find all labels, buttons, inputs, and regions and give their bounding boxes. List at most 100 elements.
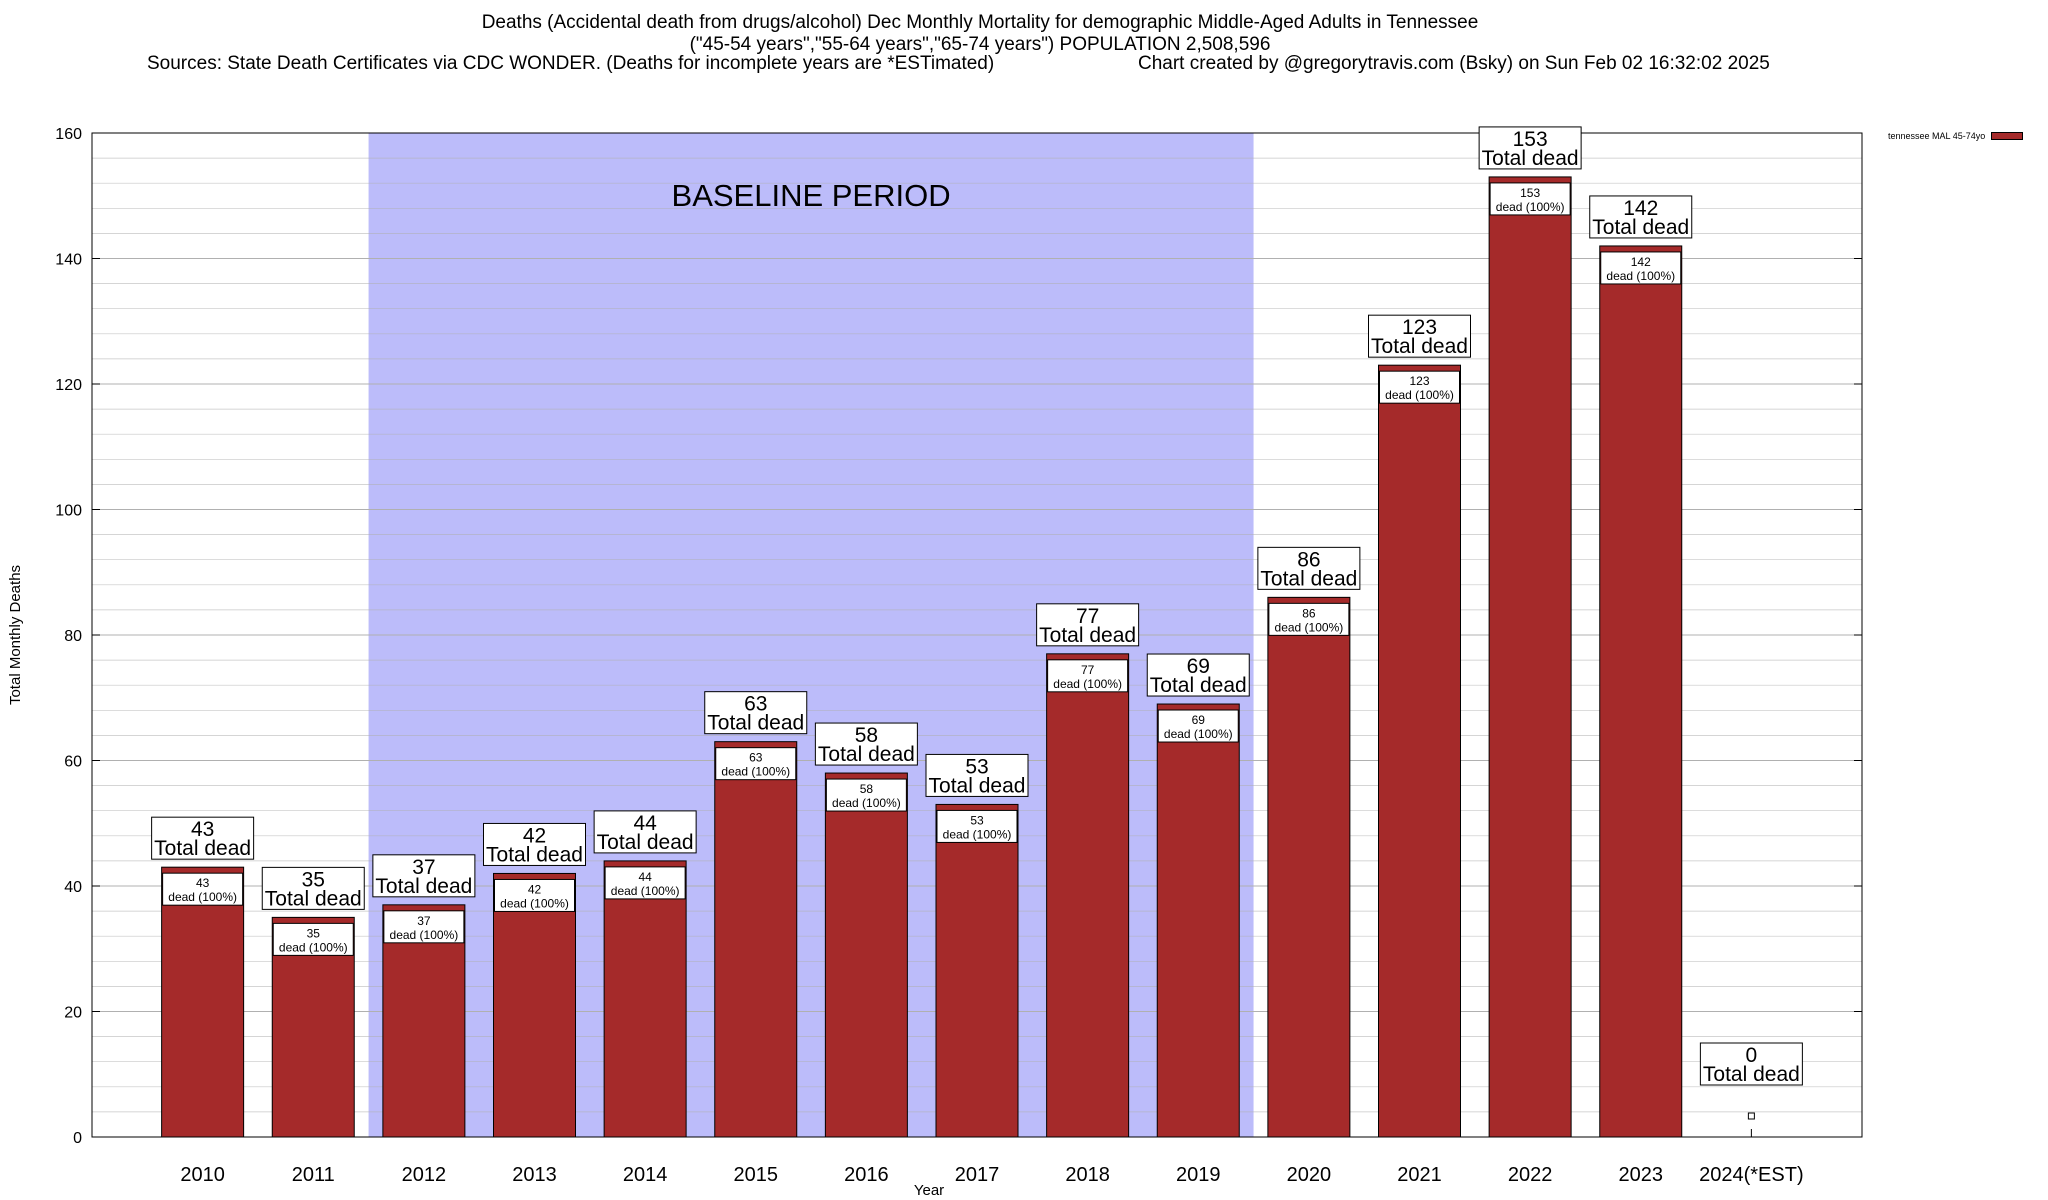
bar-inner-percent-label: dead (100%) <box>1385 388 1454 402</box>
x-tick-label: 2014 <box>623 1164 668 1186</box>
bar-inner-percent-label: dead (100%) <box>390 928 459 942</box>
bar-inner-value-label: 58 <box>860 782 874 796</box>
bar-inner-percent-label: dead (100%) <box>279 940 348 954</box>
y-tick-label: 20 <box>64 1005 82 1022</box>
bar-inner-percent-label: dead (100%) <box>1053 677 1122 691</box>
bar <box>1488 176 1572 1138</box>
bar-total-text-label: Total dead <box>1592 216 1689 239</box>
bar-total-label-box <box>593 810 697 854</box>
bar-total-label-box <box>1478 126 1582 170</box>
bar-total-label-box <box>372 854 476 898</box>
bar-inner-percent-label: dead (100%) <box>721 765 790 779</box>
bar-inner-label-box <box>825 778 907 812</box>
bar-inner-percent-label: dead (100%) <box>1496 200 1565 214</box>
bar-total-label-box <box>814 722 918 766</box>
bar-inner-percent-label: dead (100%) <box>611 884 680 898</box>
bar-total-text-label: Total dead <box>154 837 251 860</box>
bar-inner-label-box <box>1600 251 1682 285</box>
bar-inner-label-box <box>715 747 797 781</box>
x-tick-label: 2018 <box>1065 1164 1110 1186</box>
bar-inner-value-label: 53 <box>970 813 984 827</box>
bar-inner-label-box <box>1157 709 1239 743</box>
bar-inner-value-label: 37 <box>417 914 431 928</box>
bar <box>935 803 1019 1138</box>
bar-inner-label-box <box>1379 370 1460 404</box>
x-tick-label: 2012 <box>402 1164 447 1186</box>
bar-total-text-label: Total dead <box>486 843 583 866</box>
x-tick-label: 2024(*EST) <box>1699 1164 1804 1186</box>
bar-total-label-box <box>483 822 586 866</box>
bar-inner-percent-label: dead (100%) <box>832 796 901 810</box>
x-tick-label: 2010 <box>180 1164 225 1186</box>
x-tick-label: 2015 <box>734 1164 779 1186</box>
chart-title: Deaths (Accidental death from drugs/alco… <box>481 12 1479 33</box>
y-tick-label: 40 <box>64 879 82 896</box>
bar <box>1599 245 1683 1138</box>
x-tick-label: 2020 <box>1287 1164 1332 1186</box>
bar-total-label-box <box>925 753 1029 797</box>
bar-inner-label-box <box>162 872 244 906</box>
y-tick-label: 120 <box>55 377 82 394</box>
bar-total-label-box <box>151 816 255 860</box>
bar-inner-label-box <box>1489 182 1571 216</box>
bar-total-text-label: Total dead <box>265 887 362 910</box>
bar-inner-value-label: 44 <box>638 870 652 884</box>
bar-total-value-label: 35 <box>302 868 325 891</box>
bar-inner-percent-label: dead (100%) <box>500 896 569 910</box>
bar-total-value-label: 142 <box>1623 197 1658 220</box>
bar-total-label-box <box>704 691 808 735</box>
bar-inner-label-box <box>494 878 575 912</box>
y-tick-label: 0 <box>73 1130 82 1147</box>
bar-inner-value-label: 63 <box>749 751 763 765</box>
bar <box>493 872 576 1138</box>
bar-total-value-label: 43 <box>191 818 214 841</box>
x-tick-label: 2019 <box>1176 1164 1221 1186</box>
bar-total-text-label: Total dead <box>1260 567 1357 590</box>
bar-total-text-label: Total dead <box>597 831 694 854</box>
bar-inner-label-box <box>1268 602 1350 636</box>
bar-total-text-label: Total dead <box>1482 147 1579 170</box>
bar <box>382 904 466 1138</box>
bar <box>603 860 687 1138</box>
bar <box>714 741 798 1138</box>
bar-inner-value-label: 142 <box>1631 255 1651 269</box>
chart-credit: Chart created by @gregorytravis.com (Bsk… <box>1138 53 1770 74</box>
x-tick-label: 2011 <box>292 1164 335 1186</box>
bar-inner-label-box <box>272 922 354 956</box>
bar-total-value-label: 77 <box>1076 605 1099 628</box>
bar-inner-label-box <box>1047 659 1129 693</box>
bar-total-text-label: Total dead <box>375 875 472 898</box>
bar-inner-percent-label: dead (100%) <box>168 890 237 904</box>
chart-subtitle: ("45-54 years","55-64 years","65-74 year… <box>689 34 1271 55</box>
bar-total-text-label: Total dead <box>1150 674 1247 697</box>
y-tick-label: 80 <box>64 628 82 645</box>
bar-total-value-label: 58 <box>855 724 878 747</box>
bar-total-label-box <box>1589 195 1693 239</box>
bar-total-value-label: 69 <box>1187 655 1210 678</box>
bar-total-label-box <box>1036 603 1140 647</box>
x-tick-label: 2022 <box>1508 1164 1553 1186</box>
y-axis-label: Total Monthly Deaths <box>7 565 24 705</box>
y-tick-label: 160 <box>55 126 82 143</box>
bar-total-text-label: Total dead <box>1703 1063 1800 1086</box>
bar-total-value-label: 153 <box>1513 128 1548 151</box>
bar-inner-percent-label: dead (100%) <box>1164 727 1233 741</box>
bar-total-text-label: Total dead <box>1039 624 1136 647</box>
bar-inner-value-label: 123 <box>1409 374 1429 388</box>
bar <box>1267 596 1351 1138</box>
bar-inner-percent-label: dead (100%) <box>1275 620 1344 634</box>
bar-zero-marker <box>1747 1112 1755 1120</box>
bar-inner-value-label: 86 <box>1302 606 1316 620</box>
bar-total-label-box <box>1368 314 1471 358</box>
x-axis-label: Year <box>914 1182 944 1199</box>
legend: tennessee MAL 45-74yo <box>1888 131 2024 141</box>
bar-total-text-label: Total dead <box>1371 335 1468 358</box>
y-tick-label: 60 <box>64 754 82 771</box>
bar-inner-value-label: 153 <box>1520 186 1540 200</box>
chart-title-block: Deaths (Accidental death from drugs/alco… <box>0 12 1960 56</box>
bar <box>1156 703 1240 1138</box>
bar <box>1046 653 1130 1138</box>
bar-total-value-label: 63 <box>744 693 767 716</box>
bar-total-value-label: 0 <box>1746 1044 1758 1067</box>
